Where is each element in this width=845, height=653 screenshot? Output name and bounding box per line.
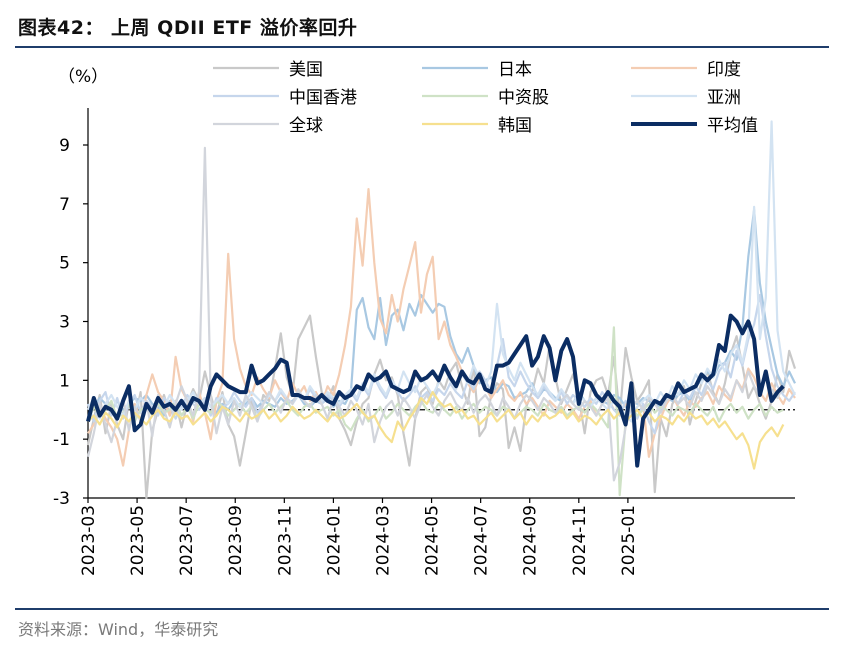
- legend-label: 日本: [498, 60, 532, 80]
- legend-label: 亚洲: [707, 88, 741, 108]
- x-tick-label: 2024-09: [521, 505, 541, 576]
- legend-label: 中国香港: [289, 88, 357, 108]
- line-chart: -3 -1 1 3 5 7 9 2023-03 2023-05 2023-07 2023-09 202…: [53, 60, 797, 576]
- series-line-8: [86, 313, 785, 468]
- y-tick-label: 7: [59, 195, 70, 215]
- y-tick-label: -1: [53, 430, 70, 450]
- legend-label: 印度: [707, 60, 741, 80]
- series-line-6: [86, 146, 785, 482]
- y-tick-label: -3: [53, 489, 70, 509]
- series-line-2: [87, 188, 796, 467]
- legend-label: 韩国: [498, 116, 532, 136]
- x-tick-label: 2025-01: [619, 505, 639, 576]
- x-tick-label: 2023-05: [128, 505, 148, 576]
- x-tick-label: 2024-11: [570, 505, 590, 576]
- y-tick-label: 5: [59, 254, 70, 274]
- x-tick-label: 2024-05: [423, 505, 443, 576]
- y-tick-label: 3: [59, 313, 70, 333]
- x-tick-label: 2024-03: [373, 505, 393, 576]
- y-tick-label: 1: [59, 371, 70, 391]
- source-rule: [15, 608, 829, 610]
- legend-label: 中资股: [498, 88, 549, 108]
- title-rule: [15, 46, 829, 48]
- x-tick-label: 2023-03: [79, 505, 99, 576]
- source-note: 资料来源：Wind，华泰研究: [18, 620, 219, 639]
- series-line-7: [87, 391, 785, 470]
- legend-label: 全球: [289, 116, 323, 136]
- x-tick-label: 2023-11: [275, 505, 295, 576]
- x-tick-label: 2023-09: [226, 505, 246, 576]
- legend-label: 美国: [289, 60, 323, 80]
- figure-title: 图表42： 上周 QDII ETF 溢价率回升: [18, 17, 358, 39]
- x-tick-label: 2023-07: [177, 505, 197, 576]
- x-tick-label: 2024-01: [324, 505, 344, 576]
- series-layer: [86, 120, 797, 500]
- y-tick-label: 9: [59, 136, 70, 156]
- legend-label: 平均值: [707, 116, 758, 136]
- y-axis-label: （%）: [58, 67, 108, 87]
- x-tick-label: 2024-07: [472, 505, 492, 576]
- axis-layer: -3 -1 1 3 5 7 9 2023-03 2023-05 2023-07 2023-09 202…: [53, 108, 795, 576]
